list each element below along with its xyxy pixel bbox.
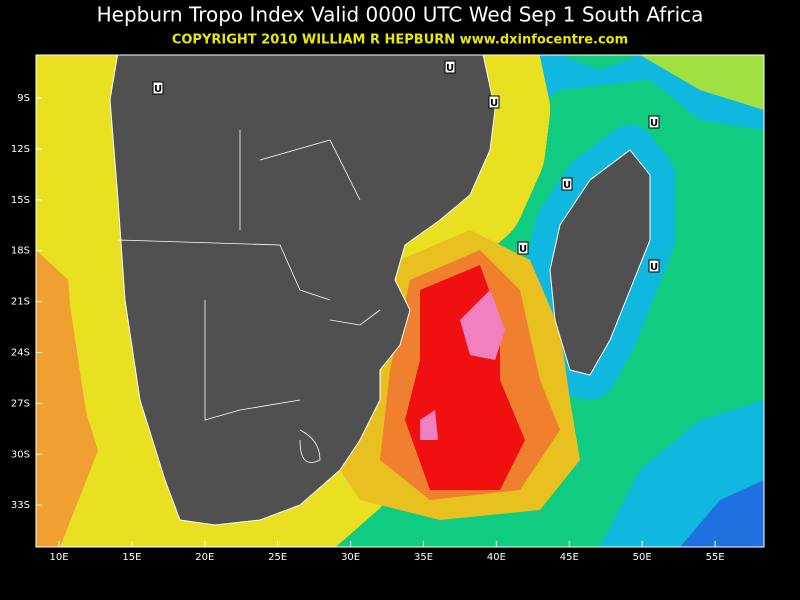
- marker-box: [488, 95, 500, 109]
- lat-label: 24S: [11, 348, 30, 359]
- lon-label: 30E: [341, 552, 360, 563]
- marker-box: [648, 115, 660, 129]
- lon-label: 15E: [122, 552, 141, 563]
- lon-label: 45E: [560, 552, 579, 563]
- lat-label: 21S: [11, 297, 30, 308]
- title: Hepburn Tropo Index Valid 0000 UTC Wed S…: [97, 3, 704, 27]
- marker-box: [444, 60, 456, 74]
- marker: U: [650, 262, 658, 273]
- lon-label: 55E: [706, 552, 725, 563]
- lat-label: 30S: [11, 449, 30, 460]
- field: [36, 55, 764, 547]
- copyright: COPYRIGHT 2010 WILLIAM R HEPBURN www.dxi…: [172, 33, 628, 48]
- marker: U: [563, 180, 571, 191]
- lon-label: 50E: [633, 552, 652, 563]
- lon-label: 25E: [268, 552, 287, 563]
- marker: U: [650, 118, 658, 129]
- lat-label: 15S: [11, 195, 30, 206]
- lat-label: 18S: [11, 246, 30, 257]
- marker-box: [152, 81, 164, 95]
- lon-label: 35E: [414, 552, 433, 563]
- lat-label: 9S: [17, 93, 30, 104]
- lon-label: 20E: [195, 552, 214, 563]
- marker-box: [648, 259, 660, 273]
- lat-label: 27S: [11, 398, 30, 409]
- marker: U: [446, 63, 454, 74]
- marker: U: [490, 98, 498, 109]
- lat-label: 33S: [11, 500, 30, 511]
- lat-label: 12S: [11, 144, 30, 155]
- marker-box: [561, 177, 573, 191]
- lon-label: 40E: [487, 552, 506, 563]
- marker: U: [519, 244, 527, 255]
- lon-label: 10E: [49, 552, 68, 563]
- marker-box: [517, 241, 529, 255]
- marker: U: [154, 84, 162, 95]
